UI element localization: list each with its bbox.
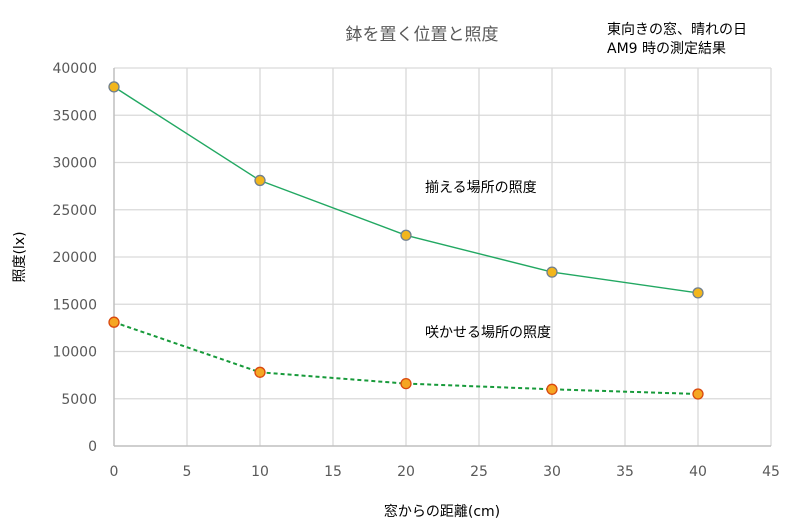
- y-tick-label: 30000: [52, 156, 97, 172]
- y-tick-label: 35000: [52, 108, 97, 124]
- axes: 0 5 10 15 20 25 30 35 40 45 0 5000 10000 15000 20000 25…: [52, 61, 779, 480]
- annotation-line-2: AM9 時の測定結果: [607, 41, 726, 57]
- y-tick-label: 5000: [61, 392, 97, 408]
- x-tick-label: 0: [110, 464, 119, 480]
- x-tick-label: 45: [762, 464, 780, 480]
- series-label-1: 揃える場所の照度: [425, 180, 537, 196]
- x-tick-label: 20: [397, 464, 415, 480]
- x-tick-label: 40: [689, 464, 707, 480]
- series-2-point: [400, 377, 412, 390]
- grid: [114, 67, 772, 446]
- y-tick-label: 40000: [52, 61, 97, 77]
- series-1-point: [400, 229, 412, 241]
- series-1-point: [692, 287, 704, 299]
- x-tick-label: 25: [470, 464, 488, 480]
- x-tick-label: 15: [324, 464, 342, 480]
- series-2-point: [108, 316, 120, 328]
- series: [108, 81, 704, 400]
- x-tick-label: 30: [543, 464, 561, 480]
- x-tick-label: 35: [616, 464, 634, 480]
- y-tick-label: 15000: [52, 297, 97, 313]
- y-tick-label: 20000: [52, 250, 97, 266]
- x-tick-label: 10: [251, 464, 269, 480]
- series-1-point: [108, 81, 120, 93]
- y-axis-label: 照度(lx): [12, 231, 28, 282]
- x-tick-label: 5: [183, 464, 192, 480]
- series-1-point: [546, 266, 558, 278]
- y-tick-label: 25000: [52, 203, 97, 219]
- series-2-point: [546, 383, 558, 395]
- y-tick-label: 10000: [52, 345, 97, 361]
- series-2-point: [254, 366, 266, 378]
- series-label-2: 咲かせる場所の照度: [425, 325, 551, 341]
- chart-title: 鉢を置く位置と照度: [346, 25, 499, 45]
- series-1-point: [254, 174, 266, 187]
- annotation-line-1: 東向きの窓、晴れの日: [607, 21, 747, 38]
- y-tick-label: 0: [88, 439, 97, 455]
- labels: 鉢を置く位置と照度 東向きの窓、晴れの日 AM9 時の測定結果 窓からの距離(c…: [12, 21, 747, 520]
- x-axis-label: 窓からの距離(cm): [384, 503, 500, 520]
- series-2-point: [692, 388, 704, 400]
